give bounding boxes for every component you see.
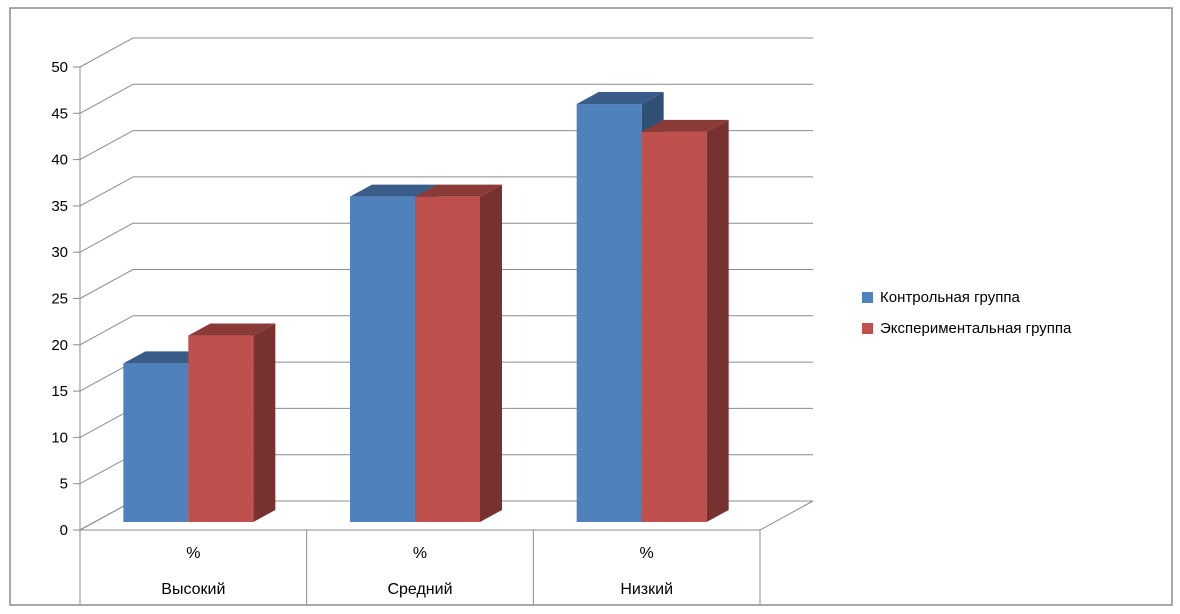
bar-top <box>576 92 664 105</box>
bar-top <box>415 184 502 197</box>
bar <box>641 119 729 522</box>
gridline-side <box>79 222 134 253</box>
bar-front <box>415 196 480 522</box>
bar-front <box>350 196 415 522</box>
y-tick-label: 15 <box>51 383 68 400</box>
legend-label: Экспериментальная группа <box>880 320 1072 337</box>
y-tick-label: 25 <box>51 291 68 308</box>
gridline-side <box>79 83 134 114</box>
bar-front <box>188 335 254 522</box>
category-unit-label: % <box>186 545 200 562</box>
bar-side <box>480 184 502 522</box>
gridline-side <box>79 37 134 68</box>
axes: 0 5 10 15 20 25 30 35 40 45 50 <box>51 59 81 539</box>
y-tick-label: 10 <box>51 429 68 446</box>
category-unit-label: % <box>413 545 427 562</box>
category-axis: % Высокий% Средний% Низкий <box>79 529 761 605</box>
legend-swatch <box>862 292 873 303</box>
category-label: Средний <box>387 581 452 598</box>
bar-front <box>576 104 642 522</box>
y-tick-label: 40 <box>51 152 68 169</box>
bar-top <box>350 184 437 197</box>
legend-swatch <box>862 323 873 334</box>
y-tick-label: 35 <box>51 198 68 215</box>
legend: Контрольная группа Экспериментальная груп… <box>862 289 1072 337</box>
category-label: Высокий <box>161 581 225 598</box>
gridline-side <box>79 315 134 346</box>
bar-side <box>706 119 729 522</box>
bar <box>188 323 276 522</box>
y-tick-label: 20 <box>51 337 68 354</box>
y-tick-label: 0 <box>60 522 68 539</box>
y-tick-label: 45 <box>51 105 68 122</box>
y-tick-label: 50 <box>51 59 68 76</box>
gridline-side <box>79 130 134 161</box>
bar <box>415 184 502 522</box>
bar-side <box>253 323 276 522</box>
bars <box>123 92 729 522</box>
category-unit-label: % <box>640 545 654 562</box>
y-tick-label: 30 <box>51 244 68 261</box>
legend-label: Контрольная группа <box>880 289 1020 306</box>
gridline-side <box>79 269 134 299</box>
gridline-side <box>79 176 134 207</box>
y-tick-label: 5 <box>60 476 68 493</box>
category-label: Низкий <box>620 581 673 598</box>
bar-top <box>188 323 276 336</box>
bar-front <box>123 363 189 522</box>
bar-front <box>641 131 707 522</box>
bar-top <box>641 119 729 132</box>
